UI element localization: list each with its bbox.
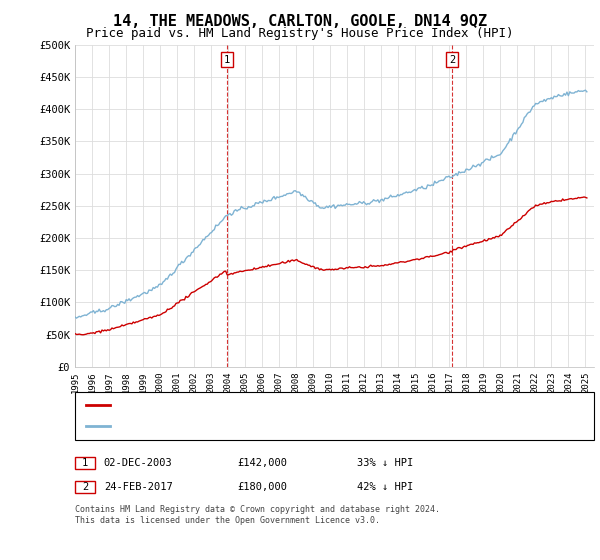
Text: 02-DEC-2003: 02-DEC-2003 [104,458,173,468]
Text: 1: 1 [82,458,88,468]
Text: £142,000: £142,000 [237,458,287,468]
Text: 2: 2 [449,55,455,64]
Text: 24-FEB-2017: 24-FEB-2017 [104,482,173,492]
Text: 14, THE MEADOWS, CARLTON, GOOLE, DN14 9QZ (detached house): 14, THE MEADOWS, CARLTON, GOOLE, DN14 9Q… [116,400,457,410]
Text: Price paid vs. HM Land Registry's House Price Index (HPI): Price paid vs. HM Land Registry's House … [86,27,514,40]
Text: HPI: Average price, detached house, North Yorkshire: HPI: Average price, detached house, Nort… [116,421,415,431]
Text: 14, THE MEADOWS, CARLTON, GOOLE, DN14 9QZ: 14, THE MEADOWS, CARLTON, GOOLE, DN14 9Q… [113,14,487,29]
Text: 33% ↓ HPI: 33% ↓ HPI [357,458,413,468]
Text: £180,000: £180,000 [237,482,287,492]
Text: 42% ↓ HPI: 42% ↓ HPI [357,482,413,492]
Text: Contains HM Land Registry data © Crown copyright and database right 2024.
This d: Contains HM Land Registry data © Crown c… [75,505,440,525]
Text: 2: 2 [82,482,88,492]
Text: 1: 1 [224,55,230,64]
